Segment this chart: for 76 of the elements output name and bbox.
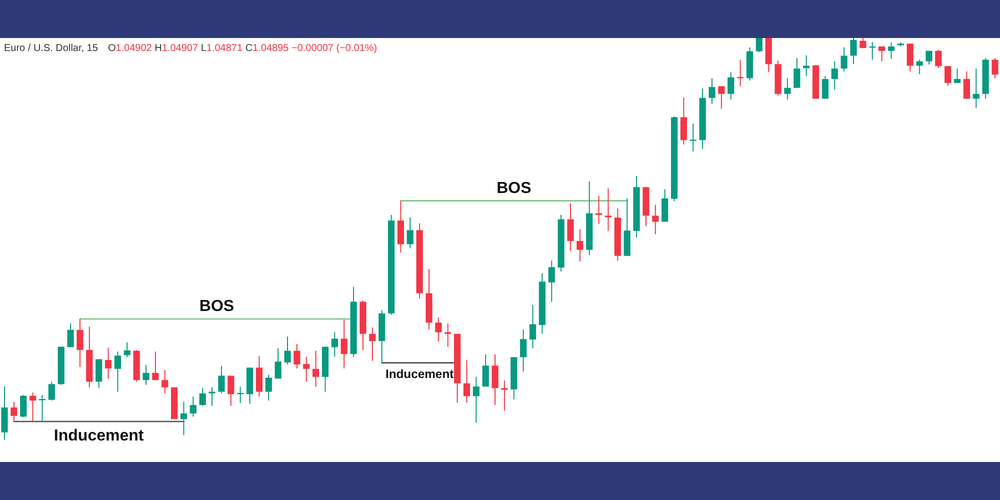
candlestick — [10, 401, 18, 422]
text: O1.04902 H1.04907 L1.04871 C1.04895 −0.00007 (−0.01%) — [108, 43, 378, 54]
candlestick — [604, 188, 612, 232]
candlestick — [576, 228, 584, 262]
candlestick — [992, 58, 998, 79]
candlestick — [312, 350, 320, 388]
annotation: Inducement — [54, 428, 144, 445]
annotation: BOS — [199, 298, 234, 315]
candlestick — [662, 188, 668, 222]
candlestick — [218, 366, 225, 394]
candlestick — [850, 38, 857, 65]
candlestick — [529, 304, 536, 349]
candlestick — [501, 380, 508, 412]
candlestick — [104, 347, 112, 379]
candlestick — [463, 360, 470, 404]
candlestick — [492, 354, 498, 406]
candlestick — [944, 66, 952, 86]
candlestick — [284, 336, 291, 365]
candlestick — [340, 319, 348, 369]
candlestick — [397, 200, 404, 254]
candlestick — [888, 42, 895, 60]
candlestick — [708, 78, 716, 104]
candlestick — [30, 392, 36, 422]
candlestick — [208, 386, 216, 406]
candlestick — [76, 318, 84, 368]
candlestick — [906, 43, 914, 72]
candlestick — [294, 343, 300, 369]
candlestick — [926, 50, 932, 66]
candlestick — [784, 78, 791, 100]
candlestick — [152, 351, 159, 381]
candlestick — [142, 364, 150, 386]
annotation: Inducement — [385, 366, 454, 381]
candlestick — [520, 328, 527, 372]
candlestick — [878, 46, 886, 62]
candlestick — [680, 96, 687, 146]
candlestick — [274, 348, 282, 380]
candlestick — [596, 195, 602, 225]
candlestick — [406, 216, 414, 249]
candlestick — [303, 356, 310, 382]
candlestick — [48, 381, 55, 402]
candlestick — [840, 46, 848, 72]
candlestick — [482, 354, 489, 388]
candlestick — [472, 376, 480, 424]
candlestick — [831, 60, 838, 90]
candlestick — [228, 375, 234, 406]
candlestick — [954, 68, 961, 84]
candlestick — [199, 388, 206, 406]
candlestick — [67, 322, 74, 348]
candlestick — [369, 326, 376, 362]
candlestick — [124, 342, 130, 358]
candlestick — [652, 204, 659, 235]
candlestick — [265, 374, 272, 402]
candlestick — [803, 54, 810, 77]
candlestick — [916, 59, 923, 75]
candlestick — [718, 86, 725, 110]
candlestick — [690, 123, 696, 152]
candlestick — [794, 58, 800, 88]
candlestick — [963, 70, 970, 100]
candlestick — [548, 260, 555, 302]
candlestick — [822, 76, 828, 100]
candlestick — [331, 332, 338, 358]
candlestick — [114, 351, 121, 392]
annotation: BOS — [496, 180, 532, 197]
candlestick — [444, 322, 452, 348]
candlestick — [728, 72, 734, 100]
candlestick — [435, 316, 442, 342]
text: Euro / U.S. Dollar, 15 — [4, 43, 98, 54]
candlestick — [756, 38, 762, 53]
candlestick — [162, 370, 168, 394]
candlestick — [180, 401, 188, 436]
candlestick — [20, 394, 27, 418]
candlestick — [567, 202, 574, 252]
candlestick — [96, 358, 102, 389]
candlestick — [972, 68, 980, 108]
candlestick — [935, 49, 942, 69]
candlestick — [190, 396, 196, 418]
